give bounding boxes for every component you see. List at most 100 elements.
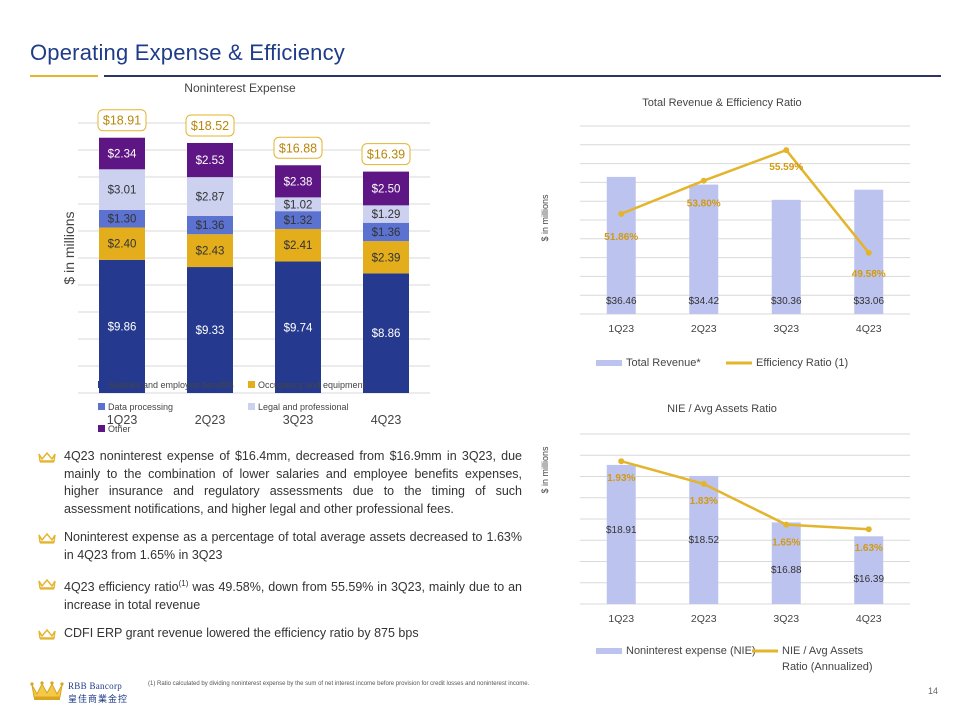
bar-label: $36.46 [606, 296, 637, 307]
total-callout [185, 114, 235, 137]
segment-label: $2.87 [196, 192, 225, 204]
segment-label: $1.29 [372, 209, 401, 221]
ratio-point [700, 480, 707, 487]
legend-label: Noninterest expense (NIE) [626, 645, 756, 657]
commentary-item: 4Q23 efficiency ratio(1) was 49.58%, dow… [38, 575, 522, 614]
stack-segment [99, 259, 145, 393]
x-tick-label: 2Q23 [691, 323, 717, 335]
stack-segment [99, 209, 145, 228]
y-axis-label: $ in millions [61, 211, 77, 284]
bar-label: $30.36 [771, 296, 802, 307]
ratio-label: 1.93% [607, 473, 635, 484]
chart-title: Total Revenue & Efficiency Ratio [642, 97, 801, 109]
commentary-text: 4Q23 noninterest expense of $16.4mm, dec… [64, 449, 522, 516]
legend-swatch [98, 381, 105, 388]
legend-label: Salaries and employee benefits [108, 380, 234, 390]
x-tick-label: 4Q23 [371, 413, 402, 427]
ratio-label: 55.59% [769, 162, 803, 173]
segment-label: $2.38 [284, 176, 313, 188]
chart-title: NIE / Avg Assets Ratio [667, 403, 777, 415]
y-axis-label: $ in millions [540, 194, 550, 242]
title-rule [104, 75, 941, 77]
rbb-crown-logo-icon [30, 681, 64, 700]
commentary-text-part: 4Q23 efficiency ratio [64, 580, 179, 595]
x-tick-label: 3Q23 [283, 413, 314, 427]
stack-segment [187, 177, 233, 216]
commentary-list: 4Q23 noninterest expense of $16.4mm, dec… [38, 448, 522, 654]
crown-bullet-icon [38, 629, 56, 640]
segment-label: $2.40 [108, 239, 137, 251]
segment-label: $1.02 [284, 199, 313, 211]
stack-segment [99, 169, 145, 210]
nie-avg-assets-chart: NIE / Avg Assets Ratio $ in millions $18.9… [540, 403, 910, 673]
x-tick-label: 4Q23 [856, 613, 882, 625]
segment-label: $1.36 [372, 227, 401, 239]
commentary-item: 4Q23 noninterest expense of $16.4mm, dec… [38, 448, 522, 518]
ratio-point [783, 147, 790, 154]
segment-label: $2.34 [108, 149, 137, 161]
segment-label: $1.32 [284, 215, 313, 227]
total-callout [273, 136, 323, 159]
stack-segment [187, 142, 233, 178]
ratio-label: 49.58% [852, 269, 886, 280]
ratio-label: 51.86% [604, 232, 638, 243]
ratio-point [865, 249, 872, 256]
stack-segment [275, 261, 321, 393]
commentary-item: Noninterest expense as a percentage of t… [38, 529, 522, 564]
x-tick-label: 2Q23 [195, 413, 226, 427]
stack-segment [275, 211, 321, 229]
stack-segment [363, 222, 409, 242]
bar-label: $16.88 [771, 565, 802, 576]
bar [689, 184, 719, 314]
ratio-point [618, 458, 625, 465]
page-number: 14 [928, 686, 939, 696]
ratio-line [620, 459, 869, 531]
legend-swatch [248, 381, 255, 388]
title-rule-accent [30, 75, 98, 77]
total-label: $18.91 [103, 114, 141, 128]
x-tick-label: 3Q23 [773, 613, 799, 625]
segment-label: $2.50 [372, 183, 401, 195]
legend-swatch [596, 360, 622, 366]
stack-segment [99, 137, 145, 170]
segment-label: $2.39 [372, 252, 401, 264]
stack-segment [275, 228, 321, 262]
stack-segment [187, 234, 233, 268]
noninterest-expense-chart: Noninterest Expense $ in millions $9.86 $2.… [61, 81, 430, 434]
stack-segment [187, 267, 233, 393]
crown-bullet-icon [38, 451, 56, 463]
crown-bullet-icon [38, 532, 56, 544]
total-callout [97, 109, 147, 132]
stack-segment [363, 273, 409, 393]
logo-name-zh: 皇佳商業金控 [68, 694, 129, 704]
ratio-line [620, 148, 870, 254]
legend-label: Total Revenue* [626, 357, 701, 369]
total-label: $16.39 [367, 148, 405, 162]
ratio-label: 53.80% [687, 199, 721, 210]
chart-title: Noninterest Expense [184, 81, 296, 95]
stack-segment [99, 227, 145, 260]
bar [854, 536, 884, 604]
stack-segment [363, 171, 409, 206]
stack-segment [363, 241, 409, 274]
segment-label: $8.86 [372, 328, 401, 340]
commentary-text: 4Q23 efficiency ratio(1) was 49.58%, dow… [64, 575, 522, 614]
total-label: $18.52 [191, 119, 229, 133]
legend-label: Occupancy and equipment [258, 380, 366, 390]
commentary-text: CDFI ERP grant revenue lowered the effic… [64, 626, 419, 641]
y-axis-label: $ in millions [540, 446, 550, 494]
ratio-point [865, 526, 872, 533]
stack-segment [275, 165, 321, 198]
commentary-text: Noninterest expense as a percentage of t… [64, 530, 522, 562]
bar [771, 199, 801, 314]
bar-label: $34.42 [688, 296, 719, 307]
segment-label: $2.43 [196, 246, 225, 258]
stack-segment [275, 197, 321, 212]
total-callout [361, 143, 411, 166]
bar-label: $18.91 [606, 525, 637, 536]
stack-segment [363, 205, 409, 223]
segment-label: $1.30 [108, 214, 137, 226]
ratio-label: 1.65% [772, 538, 800, 549]
legend-swatch [98, 425, 105, 432]
x-tick-label: 4Q23 [856, 323, 882, 335]
